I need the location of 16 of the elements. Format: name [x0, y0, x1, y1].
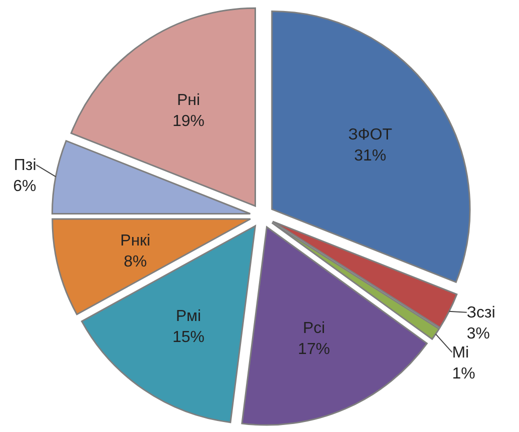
data-label: 8%	[124, 254, 147, 271]
slice-label: Рмі	[176, 308, 202, 326]
data-label: 1%	[452, 365, 476, 382]
data-label: 17%	[298, 341, 330, 358]
slice-label: Рсі	[302, 320, 326, 338]
data-label: 19%	[172, 112, 204, 130]
slice-label: Мі	[452, 344, 469, 362]
slice-label: ЗФОТ	[348, 126, 392, 144]
data-label: 15%	[172, 329, 204, 346]
slice-label: Пзі	[14, 156, 36, 174]
data-label: 6%	[13, 178, 36, 195]
slice-label: Зсзі	[466, 304, 496, 322]
data-label: 31%	[354, 147, 386, 164]
data-label: 3%	[466, 325, 490, 342]
slice-label: Рні	[176, 92, 200, 109]
slice-label: Рнкі	[120, 232, 150, 250]
